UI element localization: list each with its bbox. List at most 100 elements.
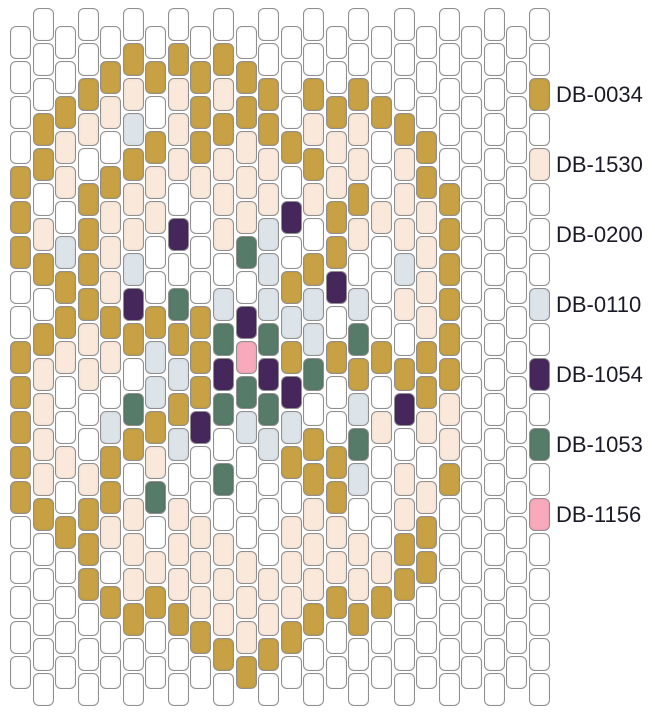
pattern-bead[interactable] — [10, 480, 31, 514]
pattern-bead[interactable] — [416, 375, 438, 409]
pattern-bead[interactable] — [461, 445, 483, 479]
pattern-bead[interactable] — [167, 533, 189, 566]
pattern-bead[interactable] — [506, 375, 528, 409]
pattern-bead[interactable] — [280, 270, 302, 304]
pattern-bead[interactable] — [77, 253, 99, 286]
pattern-bead[interactable] — [55, 585, 77, 619]
pattern-bead[interactable] — [77, 428, 99, 461]
pattern-bead[interactable] — [122, 638, 144, 671]
pattern-bead[interactable] — [258, 253, 280, 286]
pattern-bead[interactable] — [483, 428, 505, 461]
pattern-bead[interactable] — [213, 673, 235, 706]
pattern-bead[interactable] — [438, 253, 460, 286]
pattern-bead[interactable] — [32, 253, 54, 286]
pattern-bead[interactable] — [77, 323, 99, 356]
pattern-bead[interactable] — [303, 288, 325, 321]
pattern-bead[interactable] — [483, 148, 505, 181]
pattern-bead[interactable] — [280, 235, 302, 269]
pattern-bead[interactable] — [55, 130, 77, 164]
pattern-bead[interactable] — [258, 218, 280, 251]
pattern-bead[interactable] — [32, 463, 54, 496]
pattern-bead[interactable] — [55, 410, 77, 444]
pattern-bead[interactable] — [280, 95, 302, 129]
pattern-bead[interactable] — [77, 463, 99, 496]
pattern-bead[interactable] — [483, 358, 505, 391]
pattern-bead[interactable] — [10, 515, 31, 549]
pattern-bead[interactable] — [190, 95, 212, 129]
pattern-bead[interactable] — [32, 568, 54, 601]
pattern-bead[interactable] — [280, 165, 302, 199]
pattern-bead[interactable] — [280, 445, 302, 479]
pattern-bead[interactable] — [32, 393, 54, 426]
pattern-bead[interactable] — [190, 130, 212, 164]
pattern-bead[interactable] — [416, 515, 438, 549]
pattern-bead[interactable] — [258, 498, 280, 531]
pattern-bead[interactable] — [167, 183, 189, 216]
pattern-bead[interactable] — [77, 8, 99, 41]
pattern-bead[interactable] — [438, 323, 460, 356]
pattern-bead[interactable] — [235, 200, 257, 234]
pattern-bead[interactable] — [483, 638, 505, 671]
pattern-bead[interactable] — [416, 95, 438, 129]
pattern-bead[interactable] — [122, 78, 144, 111]
pattern-bead[interactable] — [145, 620, 167, 654]
pattern-bead[interactable] — [483, 113, 505, 146]
pattern-bead[interactable] — [370, 130, 392, 164]
pattern-bead[interactable] — [122, 288, 144, 321]
pattern-bead[interactable] — [55, 235, 77, 269]
pattern-bead[interactable] — [303, 428, 325, 461]
pattern-bead[interactable] — [55, 25, 77, 59]
pattern-bead[interactable] — [190, 235, 212, 269]
pattern-bead[interactable] — [506, 620, 528, 654]
pattern-bead[interactable] — [235, 480, 257, 514]
pattern-bead[interactable] — [213, 78, 235, 111]
pattern-bead[interactable] — [325, 375, 347, 409]
pattern-bead[interactable] — [10, 655, 31, 689]
pattern-bead[interactable] — [438, 638, 460, 671]
pattern-bead[interactable] — [213, 358, 235, 391]
pattern-bead[interactable] — [55, 200, 77, 234]
pattern-bead[interactable] — [325, 235, 347, 269]
pattern-bead[interactable] — [303, 568, 325, 601]
pattern-bead[interactable] — [325, 200, 347, 234]
pattern-bead[interactable] — [77, 393, 99, 426]
pattern-bead[interactable] — [32, 533, 54, 566]
pattern-bead[interactable] — [235, 550, 257, 584]
pattern-bead[interactable] — [100, 515, 122, 549]
pattern-bead[interactable] — [348, 288, 370, 321]
pattern-bead[interactable] — [122, 323, 144, 356]
pattern-bead[interactable] — [167, 43, 189, 76]
pattern-bead[interactable] — [393, 288, 415, 321]
pattern-bead[interactable] — [100, 550, 122, 584]
pattern-bead[interactable] — [235, 25, 257, 59]
pattern-bead[interactable] — [77, 603, 99, 636]
pattern-bead[interactable] — [393, 603, 415, 636]
pattern-bead[interactable] — [190, 655, 212, 689]
pattern-bead[interactable] — [325, 95, 347, 129]
pattern-bead[interactable] — [348, 78, 370, 111]
pattern-bead[interactable] — [483, 603, 505, 636]
pattern-bead[interactable] — [122, 498, 144, 531]
pattern-bead[interactable] — [258, 113, 280, 146]
pattern-bead[interactable] — [235, 585, 257, 619]
pattern-bead[interactable] — [10, 410, 31, 444]
pattern-bead[interactable] — [438, 603, 460, 636]
pattern-bead[interactable] — [258, 533, 280, 566]
pattern-bead[interactable] — [122, 673, 144, 706]
pattern-bead[interactable] — [213, 43, 235, 76]
pattern-bead[interactable] — [325, 515, 347, 549]
pattern-bead[interactable] — [258, 673, 280, 706]
pattern-bead[interactable] — [393, 43, 415, 76]
pattern-bead[interactable] — [167, 78, 189, 111]
pattern-bead[interactable] — [122, 8, 144, 41]
pattern-bead[interactable] — [280, 480, 302, 514]
pattern-bead[interactable] — [55, 655, 77, 689]
pattern-bead[interactable] — [145, 550, 167, 584]
pattern-bead[interactable] — [461, 95, 483, 129]
pattern-bead[interactable] — [393, 8, 415, 41]
pattern-bead[interactable] — [145, 375, 167, 409]
pattern-bead[interactable] — [10, 95, 31, 129]
pattern-bead[interactable] — [122, 148, 144, 181]
pattern-bead[interactable] — [77, 358, 99, 391]
pattern-bead[interactable] — [167, 428, 189, 461]
